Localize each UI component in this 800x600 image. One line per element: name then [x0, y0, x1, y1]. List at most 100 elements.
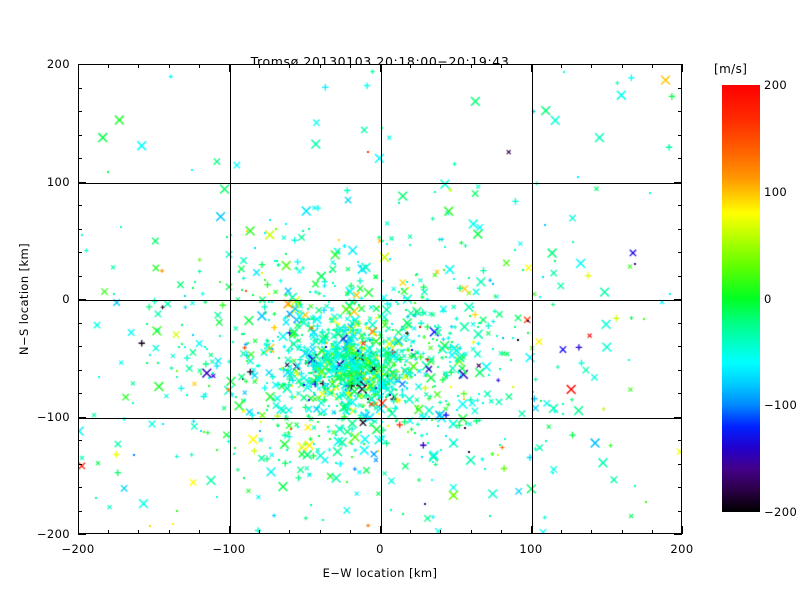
x-tick-top — [289, 64, 290, 68]
y-tick — [78, 534, 86, 535]
x-tick-top — [380, 64, 381, 72]
y-tick — [78, 440, 82, 441]
y-tick — [78, 370, 82, 371]
y-tick-right — [678, 229, 682, 230]
x-tick — [229, 526, 230, 534]
y-tick-right — [678, 393, 682, 394]
scatter-plot-area — [78, 64, 682, 534]
colorbar-gradient — [722, 85, 760, 512]
y-tick-right — [678, 346, 682, 347]
y-tick-right — [678, 440, 682, 441]
y-tick — [78, 182, 86, 183]
y-tick — [78, 464, 82, 465]
gridline-horizontal — [79, 183, 681, 184]
y-tick-right — [678, 135, 682, 136]
y-tick — [78, 417, 86, 418]
colorbar-tick-label: 200 — [764, 78, 788, 92]
x-tick-top — [169, 64, 170, 68]
y-axis-title: N−S location [km] — [17, 242, 31, 356]
y-tick-right — [678, 88, 682, 89]
x-tick-top — [229, 64, 230, 72]
y-tick — [78, 511, 82, 512]
y-tick-label: 0 — [62, 292, 70, 306]
x-tick-top — [622, 64, 623, 68]
y-tick-right — [678, 370, 682, 371]
y-tick-right — [678, 487, 682, 488]
y-tick — [78, 323, 82, 324]
x-tick — [591, 530, 592, 534]
x-tick-top — [682, 64, 683, 72]
x-tick-label: 100 — [519, 542, 543, 556]
x-tick-top — [108, 64, 109, 68]
y-tick-right — [674, 182, 682, 183]
y-tick — [78, 64, 86, 65]
x-tick-top — [259, 64, 260, 68]
x-tick — [108, 530, 109, 534]
x-tick — [199, 530, 200, 534]
x-tick-label: −200 — [61, 542, 95, 556]
x-tick — [138, 530, 139, 534]
x-tick-top — [440, 64, 441, 68]
x-tick — [471, 530, 472, 534]
x-tick — [320, 530, 321, 534]
y-tick-right — [674, 534, 682, 535]
x-tick-top — [410, 64, 411, 68]
x-tick — [682, 526, 683, 534]
y-tick — [78, 88, 82, 89]
scatter-points-canvas — [79, 65, 681, 533]
x-tick-top — [591, 64, 592, 68]
colorbar-tick-label: −100 — [764, 398, 798, 413]
y-tick-right — [678, 323, 682, 324]
x-tick-label: 0 — [376, 542, 384, 556]
x-tick — [169, 530, 170, 534]
y-tick-right — [678, 205, 682, 206]
y-tick-right — [674, 299, 682, 300]
y-tick — [78, 158, 82, 159]
y-tick — [78, 205, 82, 206]
x-tick-top — [320, 64, 321, 68]
y-tick-right — [678, 511, 682, 512]
y-tick-right — [678, 158, 682, 159]
x-tick-top — [471, 64, 472, 68]
y-tick — [78, 135, 82, 136]
x-axis-title: E−W location [km] — [322, 566, 438, 580]
y-tick-label: 200 — [46, 57, 70, 71]
gridline-vertical — [381, 65, 382, 533]
colorbar — [722, 85, 760, 512]
x-tick-label: 200 — [670, 542, 694, 556]
y-tick-label: −100 — [36, 409, 70, 424]
colorbar-tick-label: 0 — [764, 291, 772, 306]
y-tick-label: 100 — [46, 174, 70, 189]
y-tick — [78, 393, 82, 394]
gridline-horizontal — [79, 300, 681, 301]
x-tick-top — [501, 64, 502, 68]
x-tick — [561, 530, 562, 534]
x-tick-top — [350, 64, 351, 68]
colorbar-unit-label: [m/s] — [714, 62, 748, 76]
x-tick — [289, 530, 290, 534]
y-tick-right — [678, 464, 682, 465]
x-tick — [410, 530, 411, 534]
x-tick — [531, 526, 532, 534]
y-tick-right — [678, 276, 682, 277]
x-tick-top — [199, 64, 200, 68]
y-tick-label: −200 — [36, 527, 70, 541]
y-tick — [78, 111, 82, 112]
x-tick — [501, 530, 502, 534]
gridline-vertical — [230, 65, 231, 533]
x-tick-top — [531, 64, 532, 72]
y-tick — [78, 299, 86, 300]
x-tick — [259, 530, 260, 534]
gridline-vertical — [532, 65, 533, 533]
y-tick-right — [678, 111, 682, 112]
y-tick — [78, 252, 82, 253]
gridline-horizontal — [79, 418, 681, 419]
x-tick — [652, 530, 653, 534]
y-tick — [78, 346, 82, 347]
colorbar-tick-label: −200 — [764, 505, 798, 519]
x-tick-top — [561, 64, 562, 68]
x-tick-label: −100 — [212, 542, 246, 556]
x-tick — [350, 530, 351, 534]
colorbar-tick-label: 100 — [764, 184, 788, 199]
